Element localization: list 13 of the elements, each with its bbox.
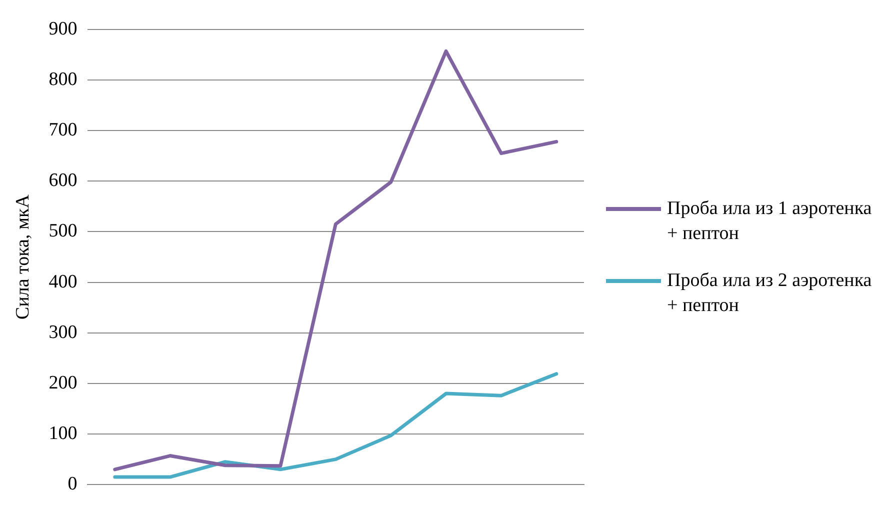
y-tick-label: 200 [48,372,78,394]
y-axis-title: Сила тока, мкА [12,194,34,320]
legend-label: Проба ила из 1 аэротенка + пептон [667,197,873,246]
y-tick-label: 600 [48,170,78,192]
y-tick-label: 700 [48,120,78,141]
y-tick-label: 300 [48,322,78,343]
legend-label: Проба ила из 2 аэротенка + пептон [667,269,873,318]
y-tick-label: 500 [48,220,78,242]
y-tick-label: 0 [68,474,78,495]
y-tick-label: 100 [48,423,78,444]
y-tick-label: 900 [48,18,78,40]
y-tick-label: 400 [48,271,78,292]
y-tick-label: 800 [48,68,78,90]
